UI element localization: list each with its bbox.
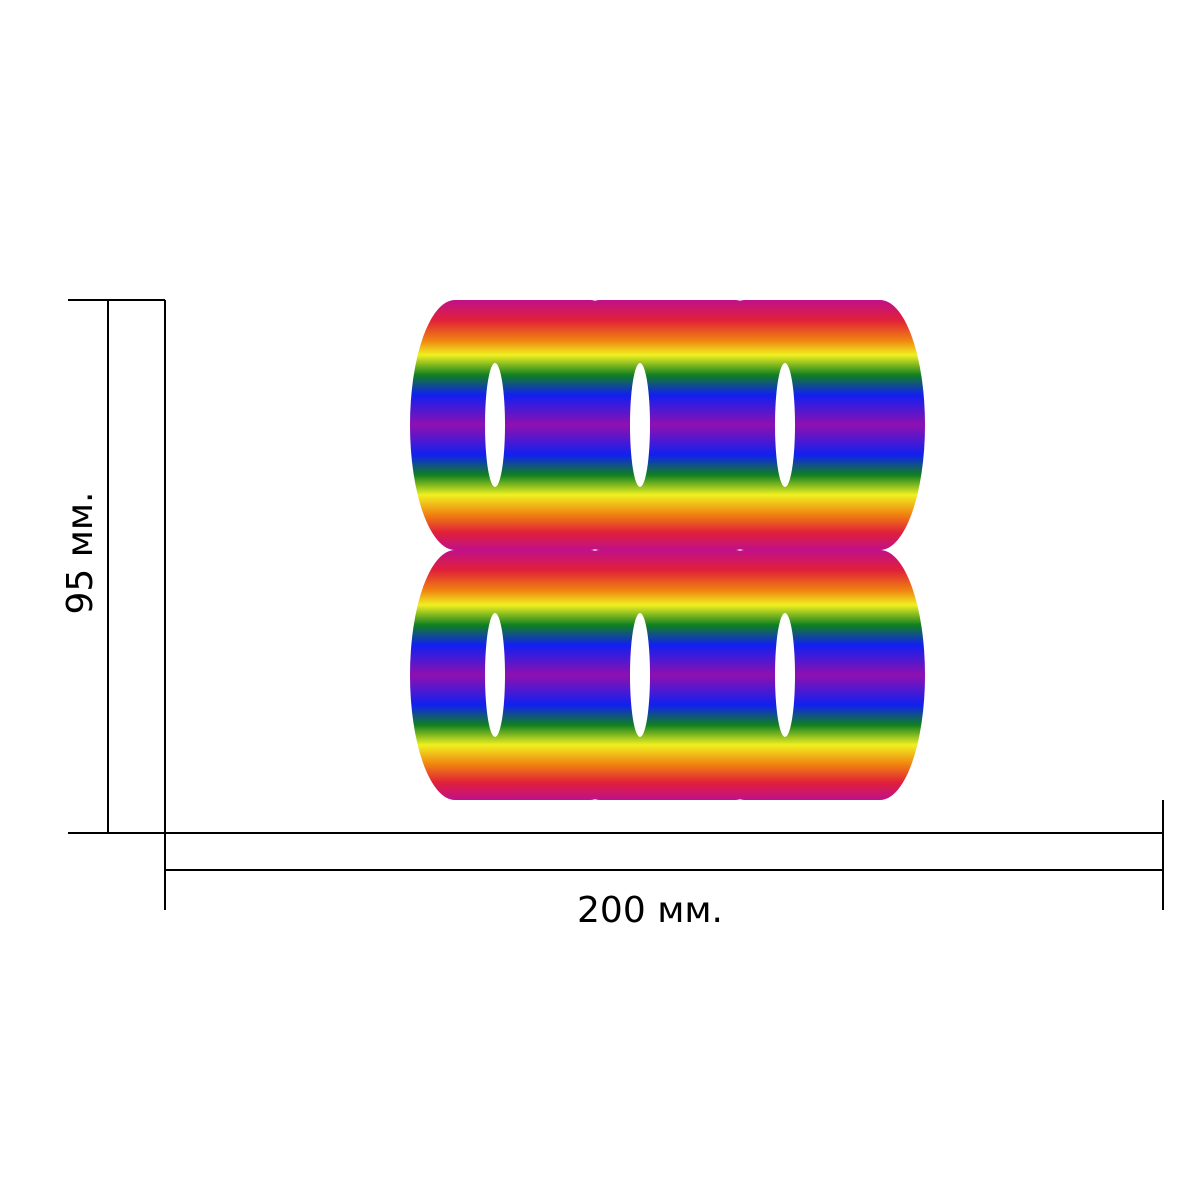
- cylinder-end: [555, 300, 645, 550]
- cylinders: [410, 300, 925, 800]
- cylinder-hole: [775, 363, 795, 487]
- cylinder-hole: [485, 363, 505, 487]
- height-label: 95 мм.: [60, 491, 101, 614]
- cylinder-hole: [775, 613, 795, 737]
- cylinder-hole: [485, 613, 505, 737]
- cylinder-end: [410, 550, 500, 800]
- cylinder-end: [410, 300, 500, 550]
- width-label: 200 мм.: [577, 890, 723, 931]
- cylinder-end: [700, 300, 790, 550]
- cylinder-body: [745, 550, 925, 800]
- cylinder-hole: [630, 613, 650, 737]
- cylinder-end: [555, 550, 645, 800]
- dimension-lines: [68, 299, 1164, 910]
- cylinder-body: [745, 300, 925, 550]
- cylinder-hole: [630, 363, 650, 487]
- cylinder-end: [700, 550, 790, 800]
